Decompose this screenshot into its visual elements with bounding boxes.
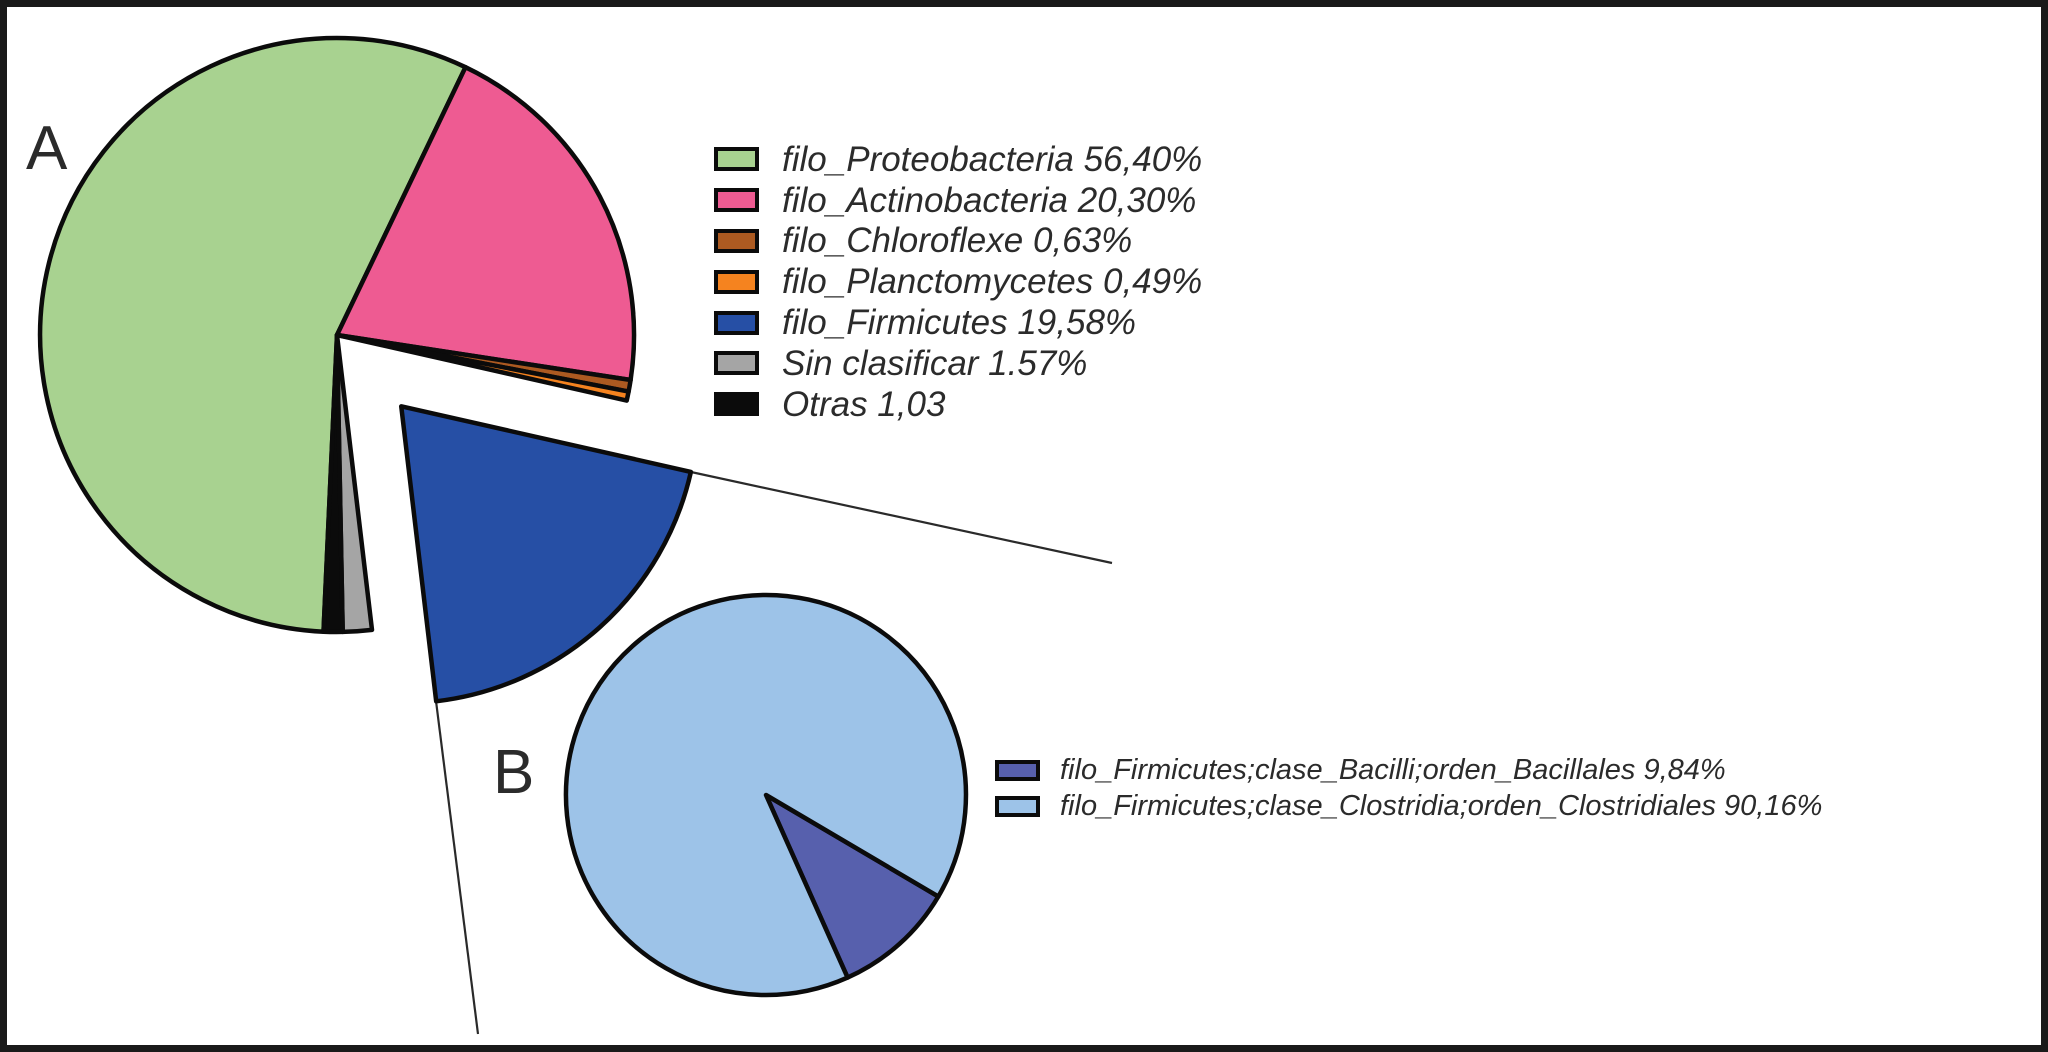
legend-pie-a: filo_Proteobacteria 56,40% filo_Actinoba… (714, 139, 1202, 425)
legend-item-proteobacteria: filo_Proteobacteria 56,40% (714, 139, 1202, 180)
legend-color-chip (714, 269, 759, 294)
pie-b (563, 592, 969, 998)
legend-item-otras: Otras 1,03 (714, 384, 1202, 425)
legend-color-chip (995, 759, 1040, 781)
legend-item-label: Otras 1,03 (782, 384, 946, 424)
callout-line (690, 470, 1113, 565)
legend-item-label: filo_Chloroflexe 0,63% (782, 221, 1133, 261)
legend-item-label: filo_Proteobacteria 56,40% (782, 139, 1203, 179)
pie-b-slice-filo-firmicutes-clase-bacilli-orden-bacillales (763, 792, 941, 980)
legend-color-chip (714, 188, 759, 213)
legend-item-label: filo_Firmicutes;clase_Bacilli;orden_Baci… (1060, 753, 1726, 786)
legend-item-clostridiales: filo_Firmicutes;clase_Clostridia;orden_C… (995, 789, 1822, 826)
legend-item-sin-clasificar: Sin clasificar 1.57% (714, 343, 1202, 384)
legend-color-chip (714, 392, 759, 417)
pie-a-slice-filo-actinobacteria (334, 64, 637, 383)
panel-label-b: B (493, 738, 535, 807)
pie-a-slice-filo-planctomycetes (334, 332, 631, 403)
legend-item-planctomycetes: filo_Planctomycetes 0,49% (714, 261, 1202, 302)
legend-item-actinobacteria: filo_Actinobacteria 20,30% (714, 180, 1202, 221)
pie-a (37, 35, 694, 704)
legend-item-label: filo_Firmicutes;clase_Clostridia;orden_C… (1060, 790, 1823, 823)
pie-a-slice-filo-proteobacteria (37, 35, 468, 634)
legend-item-label: filo_Firmicutes 19,58% (782, 303, 1137, 343)
legend-item-chloroflexe: filo_Chloroflexe 0,63% (714, 221, 1202, 262)
legend-item-label: Sin clasificar 1.57% (782, 343, 1088, 383)
legend-pie-b: filo_Firmicutes;clase_Bacilli;orden_Baci… (995, 752, 1822, 825)
legend-color-chip (714, 228, 759, 253)
callout-line (434, 700, 480, 1035)
pie-a-slice-otras (321, 332, 345, 635)
legend-item-label: filo_Planctomycetes 0,49% (782, 262, 1203, 302)
legend-color-chip (714, 310, 759, 335)
legend-color-chip (995, 796, 1040, 818)
legend-color-chip (714, 351, 759, 376)
legend-item-label: filo_Actinobacteria 20,30% (782, 180, 1197, 220)
pie-a-slice-filo-firmicutes (398, 404, 694, 704)
callout-lines (434, 470, 1113, 1035)
pie-b-slice-filo-firmicutes-clase-clostridia-orden-clostridiales (563, 592, 969, 998)
legend-item-firmicutes: filo_Firmicutes 19,58% (714, 302, 1202, 343)
legend-item-bacillales: filo_Firmicutes;clase_Bacilli;orden_Baci… (995, 752, 1822, 789)
panel-label-a: A (26, 114, 68, 183)
legend-color-chip (714, 147, 759, 172)
